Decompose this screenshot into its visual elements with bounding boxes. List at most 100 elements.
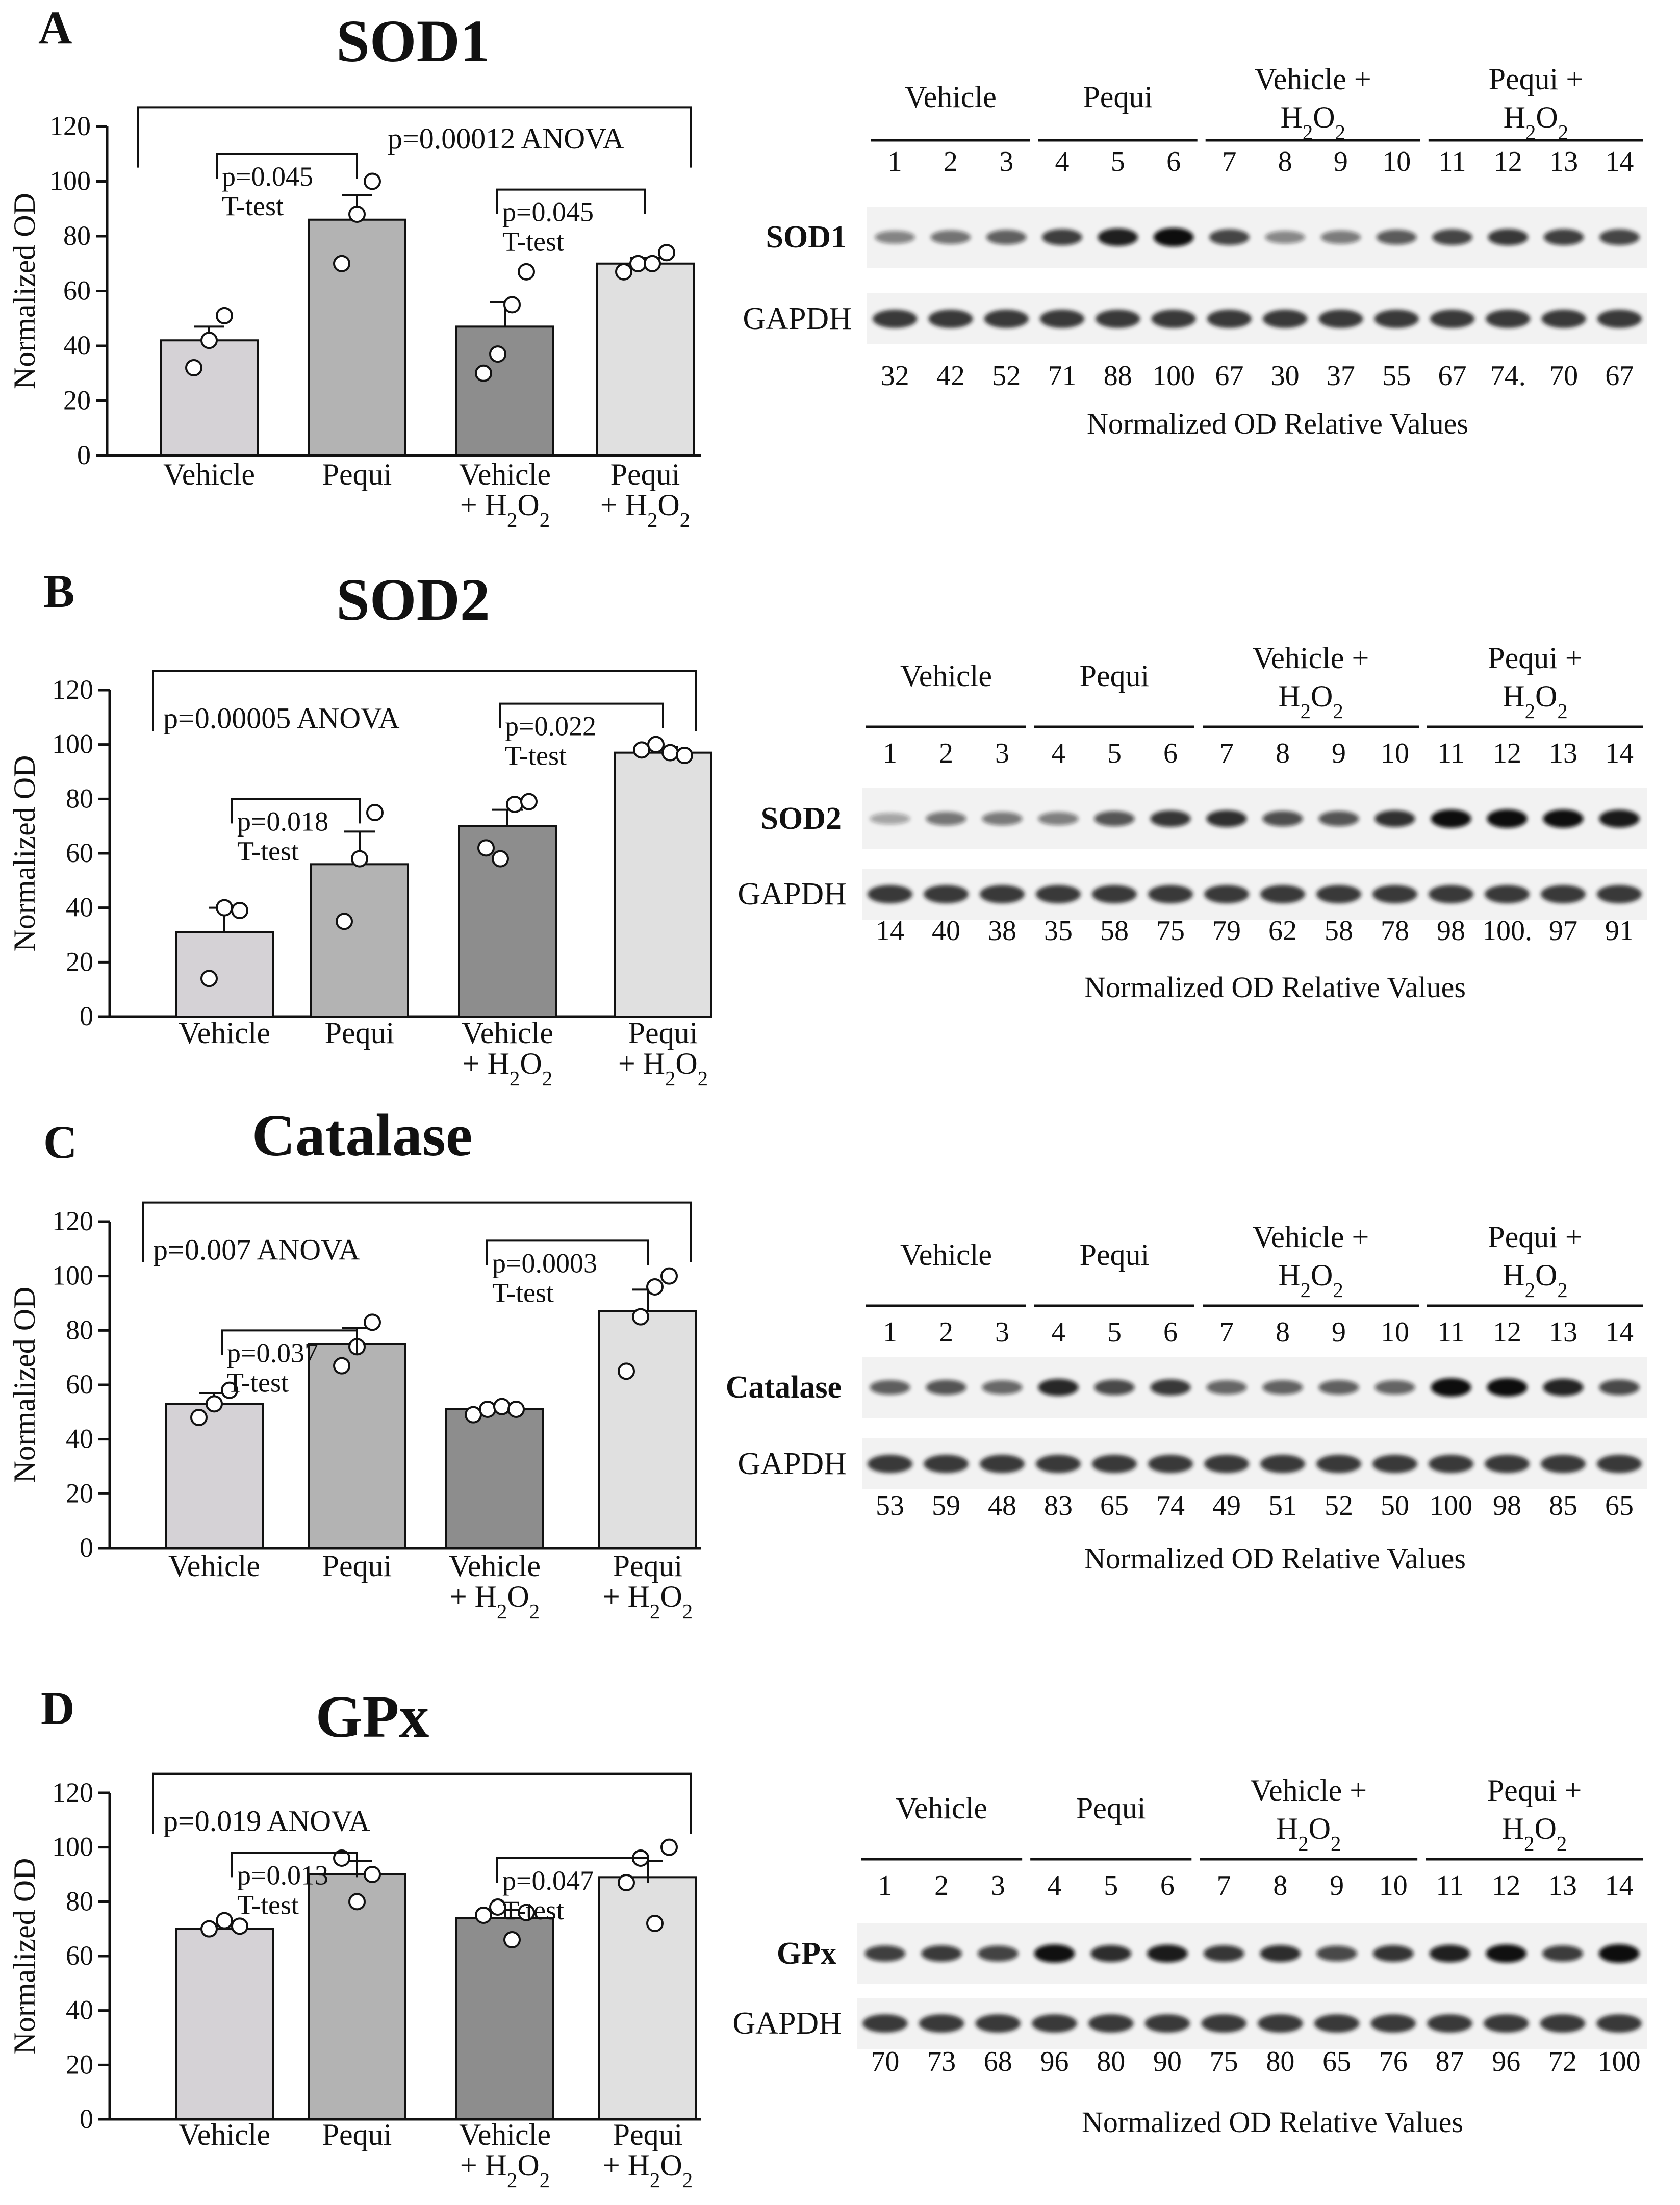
y-tick-label: 40 — [66, 892, 93, 923]
lane-group-header-line2: H2O2 — [1503, 679, 1568, 723]
y-tick-label: 120 — [52, 674, 93, 705]
data-point — [231, 902, 248, 919]
text-span: 2 — [1333, 700, 1343, 723]
protein-band — [875, 231, 915, 244]
gapdh-band — [1032, 2014, 1077, 2033]
gapdh-band — [1204, 1455, 1249, 1473]
y-tick-label: 60 — [66, 1369, 93, 1400]
data-point — [333, 1357, 350, 1375]
text-span: 2 — [1524, 1832, 1534, 1855]
data-point — [493, 1398, 511, 1415]
text-span: 2 — [1303, 121, 1313, 144]
protein-band — [926, 812, 966, 826]
ttest-bracket — [496, 1857, 649, 1883]
lane-group-header: Pequi — [1083, 80, 1153, 114]
lane-number: 7 — [1217, 1870, 1231, 1902]
protein-band — [1320, 230, 1361, 244]
x-tick-label: Pequi — [325, 1016, 395, 1050]
blot-membrane — [857, 1923, 1647, 1984]
panel-letter: C — [43, 1116, 77, 1168]
protein-band — [982, 812, 1023, 826]
lane-group-header: Pequi — [1080, 659, 1150, 693]
ttest-label: T-test — [237, 835, 299, 866]
y-tick-label: 120 — [49, 111, 91, 141]
gapdh-band — [1596, 2014, 1642, 2033]
text-span: O — [1536, 100, 1558, 134]
y-tick-label: 100 — [49, 166, 91, 196]
data-point — [647, 736, 665, 753]
protein-band — [1094, 1379, 1135, 1396]
data-point — [231, 1917, 248, 1935]
data-point — [221, 1381, 238, 1399]
chart-title: Catalase — [252, 1102, 473, 1169]
text-span: H — [1278, 679, 1300, 713]
text-span: H — [1502, 1812, 1524, 1845]
blot-value: 58 — [1325, 915, 1353, 947]
protein-band — [1429, 1944, 1470, 1963]
blot-value: 65 — [1100, 1490, 1129, 1522]
bar-3 — [445, 1408, 544, 1549]
data-point — [200, 1920, 218, 1938]
blot-value: 75 — [1156, 915, 1185, 947]
blot-value: 68 — [984, 2046, 1012, 2077]
lane-group-header: Vehicle + — [1255, 62, 1371, 96]
data-point — [518, 1904, 535, 1921]
gapdh-band — [1036, 1455, 1081, 1473]
bar-2 — [310, 863, 409, 1018]
bar-1 — [175, 1928, 274, 2121]
ttest-p-value: p=0.047 — [502, 1865, 594, 1896]
gapdh-band — [924, 885, 969, 903]
data-point — [618, 1874, 635, 1891]
ttest-label: T-test — [502, 1895, 564, 1925]
y-tick-label: 80 — [63, 220, 91, 251]
gapdh-band — [1485, 885, 1530, 903]
text-span: O — [657, 488, 679, 522]
lane-number: 12 — [1494, 146, 1522, 178]
protein-band — [1374, 810, 1415, 827]
bar-2 — [308, 1343, 406, 1549]
panel-d: D GPx 0 20 40 60 80 100 120 Normalized OD Vehicle P… — [8, 1682, 1647, 2192]
protein-band — [1318, 811, 1359, 826]
lane-number: 9 — [1330, 1870, 1344, 1902]
data-point — [629, 255, 647, 272]
bar-3 — [455, 1917, 554, 2120]
gapdh-band — [1372, 885, 1417, 903]
text-span: 2 — [542, 1067, 552, 1090]
lane-number: 6 — [1166, 146, 1181, 178]
lane-group-header: Vehicle — [900, 1238, 992, 1272]
gapdh-band — [1092, 1455, 1137, 1473]
text-span: O — [517, 488, 539, 522]
text-span: + H — [600, 488, 647, 522]
blot-value: 96 — [1492, 2046, 1520, 2077]
data-point — [492, 850, 509, 868]
gapdh-band — [919, 2014, 964, 2033]
text-span: 2 — [665, 1067, 675, 1090]
text-span: 2 — [507, 2169, 517, 2192]
x-tick-label: Vehicle — [179, 1016, 270, 1050]
protein-band — [1598, 1944, 1640, 1963]
data-point — [489, 1898, 506, 1916]
blot-value: 79 — [1212, 915, 1241, 947]
lane-number: 11 — [1436, 1870, 1464, 1902]
blot-value: 96 — [1040, 2046, 1069, 2077]
data-point — [190, 1409, 208, 1426]
blot-caption: Normalized OD Relative Values — [1084, 1542, 1466, 1575]
gapdh-band — [1036, 885, 1081, 903]
text-span: O — [660, 2148, 682, 2182]
text-span: 2 — [650, 2169, 660, 2192]
protein-band — [1376, 230, 1417, 245]
text-span: O — [520, 1047, 542, 1080]
protein-band — [1042, 229, 1082, 245]
lane-number: 1 — [883, 738, 897, 769]
x-tick-label-line2: + H2O2 — [460, 488, 550, 531]
gapdh-band — [1262, 310, 1308, 328]
data-point — [364, 1313, 381, 1331]
lane-number: 10 — [1382, 146, 1411, 178]
bar-1 — [165, 1403, 264, 1549]
bar-4 — [598, 1876, 697, 2120]
anova-bracket — [152, 1772, 692, 1834]
protein-band — [1488, 229, 1529, 246]
text-span: H — [1503, 1258, 1524, 1292]
text-span: 2 — [1557, 1279, 1567, 1302]
text-span: + H — [463, 1047, 510, 1080]
